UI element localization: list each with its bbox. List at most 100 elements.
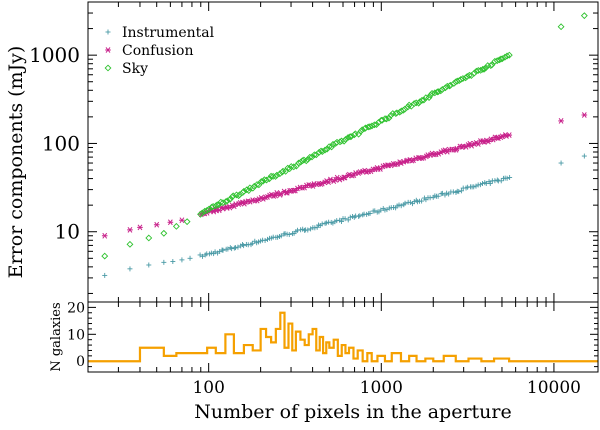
data-point (364, 123, 372, 131)
data-point (412, 99, 420, 107)
data-point (229, 246, 235, 252)
legend-marker (105, 29, 111, 35)
y-tick-label: 10 (55, 220, 80, 244)
data-point (265, 175, 273, 183)
data-point (217, 198, 225, 206)
data-point (317, 147, 325, 155)
data-point (373, 121, 380, 128)
data-point (197, 210, 204, 218)
data-point (398, 203, 404, 209)
data-point (370, 121, 378, 129)
data-point (127, 266, 133, 272)
y-axis-label: Error components (mJy) (5, 46, 27, 279)
data-point (213, 201, 221, 209)
data-point (435, 193, 441, 199)
data-point (498, 178, 504, 184)
data-point (232, 245, 238, 251)
data-point (322, 220, 328, 226)
data-point (302, 157, 310, 165)
data-point (249, 184, 257, 192)
data-point (498, 55, 506, 63)
data-point (506, 132, 513, 138)
data-point (477, 66, 485, 74)
data-point (501, 53, 509, 61)
data-point (367, 210, 373, 216)
data-point (179, 257, 185, 263)
legend-label: Confusion (122, 43, 193, 59)
legend-marker (104, 64, 112, 72)
data-point (259, 177, 267, 185)
top-axis-ticks (87, 1, 598, 302)
data-point (558, 118, 564, 124)
data-point (437, 87, 445, 95)
data-point (482, 64, 490, 72)
error-components-panel: 10 100 1000 Error components (mJy) Instrum… (5, 1, 599, 303)
x-tick-labels: 100 1000 10000 (192, 378, 581, 398)
data-point (102, 272, 108, 278)
data-point (272, 173, 279, 180)
data-point (295, 159, 303, 167)
data-point (172, 222, 180, 230)
data-point (183, 218, 191, 226)
data-point (308, 226, 314, 232)
data-point (507, 174, 513, 180)
data-point (321, 146, 329, 154)
legend: Instrumental Confusion Sky (122, 25, 215, 77)
data-point (323, 220, 329, 226)
data-point (101, 252, 109, 260)
data-point (269, 172, 277, 180)
data-point (273, 171, 281, 179)
data-point (278, 233, 284, 239)
data-point (420, 96, 428, 104)
data-point (229, 192, 237, 200)
data-point (459, 75, 467, 82)
data-point (319, 221, 325, 227)
data-point (263, 176, 270, 184)
galaxy-count-panel: 0 10 20 100 1000 10000 N galaxies Number of … (49, 300, 599, 423)
data-point (425, 94, 433, 102)
data-point (205, 205, 213, 213)
data-point (427, 91, 434, 99)
legend-label: Instrumental (122, 25, 215, 41)
x-tick-label: 1000 (360, 378, 403, 398)
x-tick-label: 100 (192, 378, 224, 398)
data-point (308, 153, 316, 161)
data-point (146, 262, 152, 268)
data-point (504, 175, 510, 181)
data-point (487, 180, 493, 186)
data-point (357, 213, 363, 219)
data-point (488, 61, 496, 69)
data-point (414, 199, 420, 205)
data-point (418, 96, 426, 104)
data-point (399, 106, 407, 114)
data-point (203, 206, 211, 214)
data-point (279, 167, 287, 175)
data-point (137, 224, 143, 231)
data-point (267, 172, 275, 180)
data-point (477, 182, 483, 188)
data-point (387, 111, 395, 119)
data-point (407, 199, 413, 205)
bottom-plot-frame (87, 301, 599, 373)
data-point (328, 143, 336, 151)
data-point (145, 234, 153, 242)
data-point (494, 177, 500, 183)
data-point (340, 137, 348, 145)
data-point (393, 109, 401, 117)
data-point (235, 244, 241, 250)
data-point (170, 259, 176, 265)
data-point (347, 133, 355, 141)
data-point (312, 225, 318, 231)
data-point (470, 69, 478, 77)
data-point (581, 112, 588, 118)
data-point (458, 188, 464, 194)
data-point (233, 191, 240, 199)
data-point (101, 232, 108, 239)
bottom-y-tick-labels: 0 10 20 (67, 300, 85, 370)
data-point (503, 52, 511, 60)
data-point (404, 103, 412, 111)
y-tick-label: 100 (42, 131, 80, 155)
data-point (126, 240, 134, 248)
data-point (557, 23, 565, 31)
